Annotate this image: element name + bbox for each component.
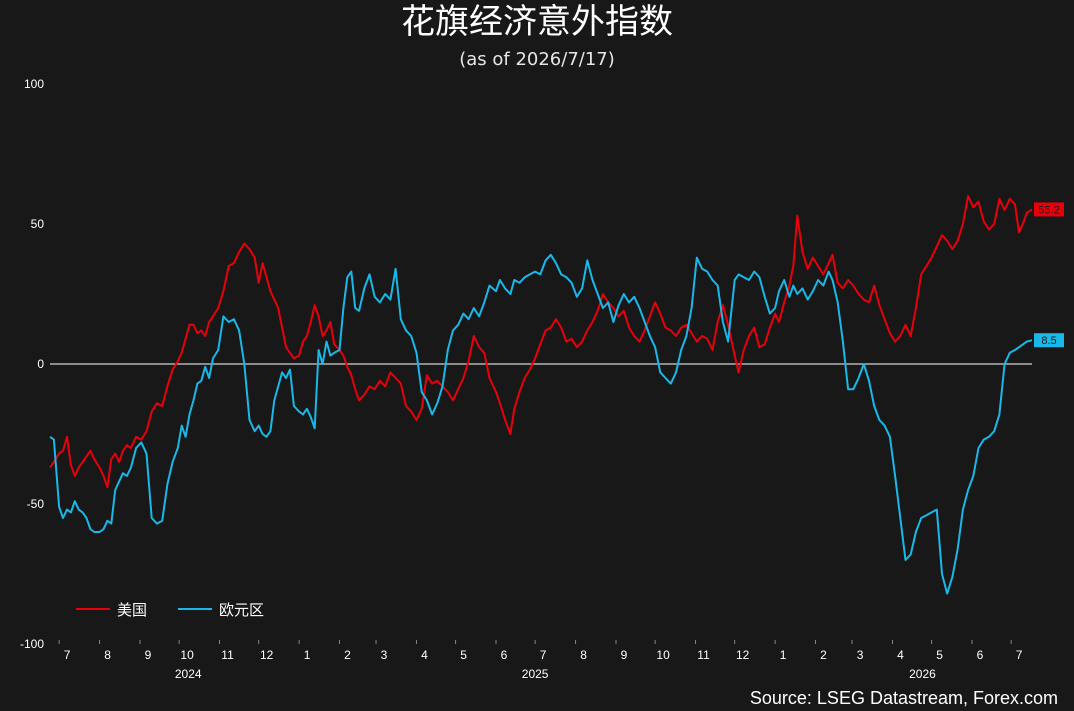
x-tick-label: 4 (897, 648, 904, 662)
legend-label-1: 欧元区 (219, 601, 264, 619)
y-tick-label: 0 (37, 357, 44, 371)
x-tick-label: 7 (540, 648, 547, 662)
x-tick-label: 11 (221, 648, 234, 662)
x-tick-label: 8 (580, 648, 587, 662)
x-tick-label: 10 (656, 648, 670, 662)
x-tick-label: 8 (104, 648, 111, 662)
y-axis-ticks: 100 50 0 -50 -100 (20, 77, 44, 651)
source-note: Source: LSEG Datastream, Forex.com (749, 688, 1058, 708)
series-line-0 (49, 195, 1033, 489)
end-label-0: 55.2 (1038, 204, 1059, 216)
x-tick-label: 1 (304, 648, 311, 662)
y-tick-label: 100 (24, 77, 44, 91)
x-tick-label: 5 (460, 648, 467, 662)
x-tick-label: 9 (621, 648, 628, 662)
y-tick-label: -100 (20, 637, 44, 651)
end-label-box-0 (1034, 202, 1064, 217)
chart-title: 花旗经济意外指数 (401, 2, 673, 42)
x-tick-label: 1 (780, 648, 787, 662)
x-tick-label: 12 (736, 648, 750, 662)
x-tick-label: 11 (697, 648, 710, 662)
x-tick-label: 7 (64, 648, 71, 662)
y-tick-label: -50 (27, 497, 45, 511)
x-tick-label: 7 (1016, 648, 1023, 662)
x-tick-label: 9 (145, 648, 152, 662)
chart-subtitle: (as of 2026/7/17) (459, 49, 615, 70)
x-tick-label: 12 (260, 648, 274, 662)
x-tick-label: 6 (501, 648, 508, 662)
x-tick-label: 4 (421, 648, 428, 662)
y-tick-label: 50 (31, 217, 45, 231)
x-tick-label: 2 (344, 648, 351, 662)
legend: 美国 欧元区 (76, 601, 264, 619)
x-tick-label: 10 (180, 648, 194, 662)
x-tick-label: 2 (820, 648, 827, 662)
series-line-1 (49, 253, 1033, 595)
end-label-box-1 (1034, 333, 1064, 348)
legend-label-0: 美国 (117, 601, 147, 619)
x-tick-label: 3 (857, 648, 864, 662)
x-tick-label: 5 (936, 648, 943, 662)
x-tick-label: 3 (381, 648, 388, 662)
year-label: 2024 (175, 667, 202, 681)
end-label-1: 8.5 (1041, 335, 1056, 347)
series-lines (49, 195, 1033, 595)
year-label: 2026 (909, 667, 936, 681)
x-tick-label: 6 (977, 648, 984, 662)
year-label: 2025 (522, 667, 549, 681)
end-labels: 55.2 8.5 (1034, 202, 1064, 348)
